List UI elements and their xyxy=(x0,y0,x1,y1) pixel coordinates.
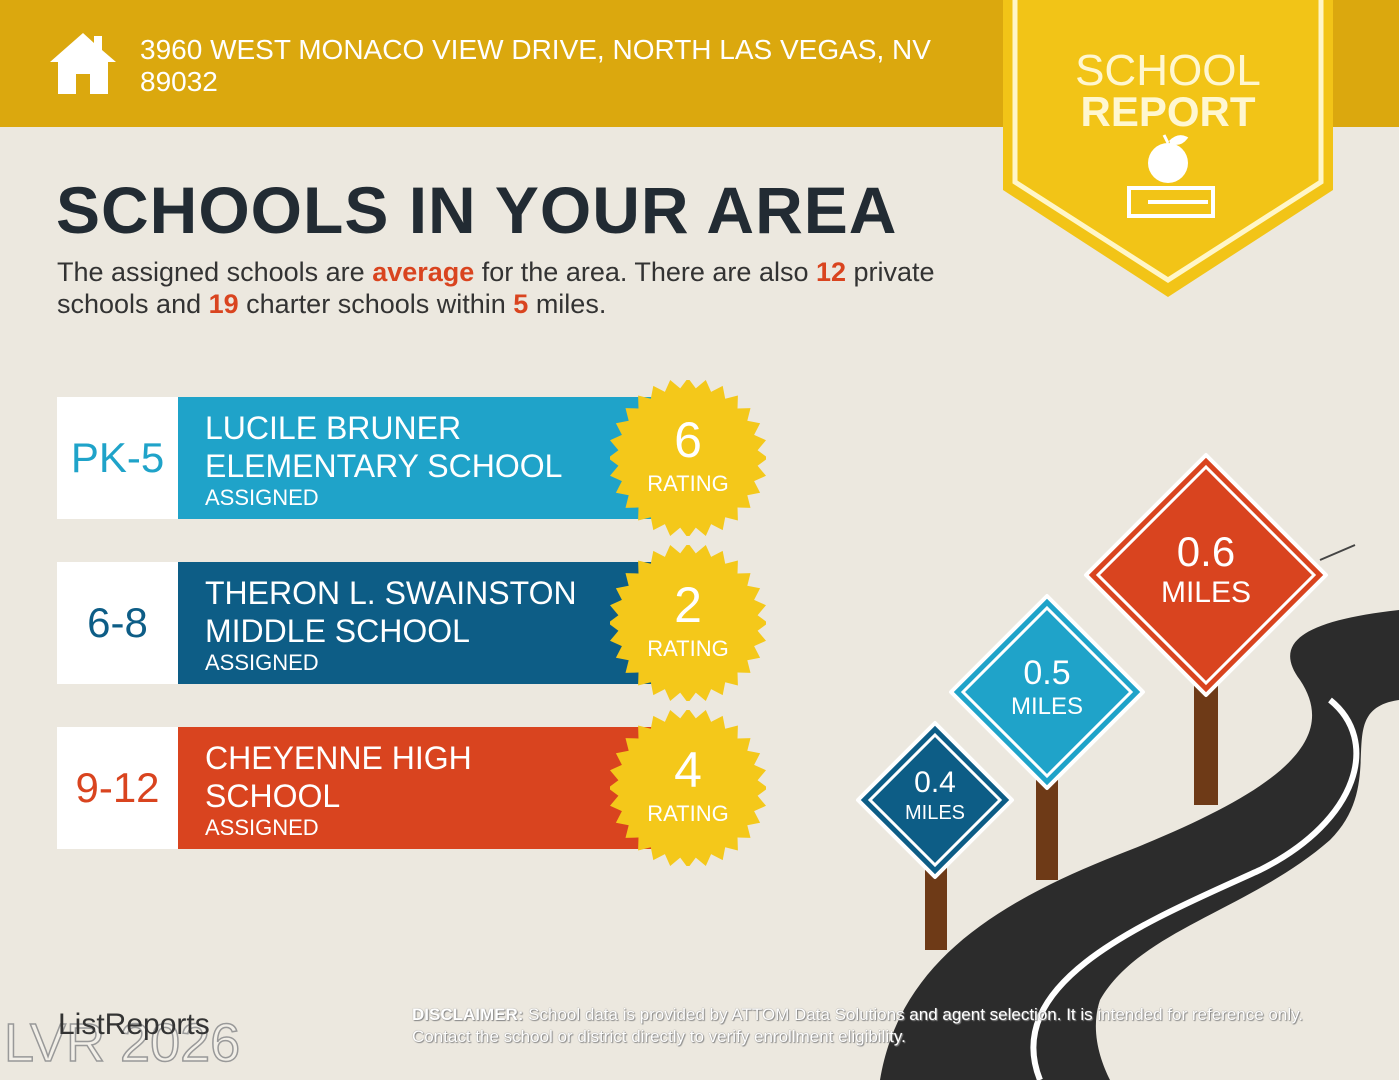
rating-label: RATING xyxy=(647,636,729,661)
road xyxy=(880,610,1399,1080)
rating-seal-icon xyxy=(610,545,766,701)
badge-line1: SCHOOL xyxy=(1075,46,1261,95)
property-address: 3960 WEST MONACO VIEW DRIVE, NORTH LAS V… xyxy=(140,34,931,97)
rating-seal-icon xyxy=(610,710,766,866)
grade-range: PK-5 xyxy=(57,397,178,519)
distance-sign xyxy=(856,721,1014,879)
page-title: SCHOOLS IN YOUR AREA xyxy=(56,173,898,247)
sign-label: 0.4 MILES xyxy=(904,766,966,824)
assignment-status: ASSIGNED xyxy=(205,815,319,840)
badge-line2: REPORT xyxy=(1080,88,1256,135)
school-info: THERON L. SWAINSTON MIDDLE SCHOOL ASSIGNE… xyxy=(178,562,658,684)
rating-value: 4 xyxy=(674,742,702,798)
school-report-badge xyxy=(1003,0,1333,297)
radius-miles: 5 xyxy=(513,289,529,319)
school-name: THERON L. SWAINSTON MIDDLE SCHOOL xyxy=(205,575,577,649)
rating-value: 6 xyxy=(674,412,702,468)
assignment-status: ASSIGNED xyxy=(205,650,319,675)
apple-on-book-icon xyxy=(1127,134,1215,218)
quality-highlight: average xyxy=(372,257,475,287)
assignment-status: ASSIGNED xyxy=(205,485,319,510)
private-count: 12 xyxy=(815,257,847,287)
listreports-logo: ListReports xyxy=(58,1008,210,1041)
school-name: LUCILE BRUNER ELEMENTARY SCHOOL xyxy=(205,410,563,484)
distance-sign xyxy=(1084,453,1328,697)
school-row[interactable]: 9-12 CHEYENNE HIGH SCHOOL ASSIGNED 4 RATI… xyxy=(57,710,766,866)
watermark: LVR 2026 xyxy=(3,1012,241,1074)
sign-label: 0.6 MILES xyxy=(1160,528,1252,610)
school-name: CHEYENNE HIGH SCHOOL xyxy=(205,740,472,814)
sign-label: 0.5 MILES xyxy=(1010,654,1084,720)
grade-range: 6-8 xyxy=(57,562,178,684)
rating-label: RATING xyxy=(647,801,729,826)
school-row[interactable]: 6-8 THERON L. SWAINSTON MIDDLE SCHOOL ASS… xyxy=(57,545,766,701)
disclaimer: DISCLAIMER: School data is provided by A… xyxy=(412,1005,1304,1046)
school-info: CHEYENNE HIGH SCHOOL ASSIGNED xyxy=(178,727,658,849)
rating-value: 2 xyxy=(674,577,702,633)
charter-count: 19 xyxy=(208,289,239,319)
rating-label: RATING xyxy=(647,471,729,496)
distance-sign xyxy=(949,594,1145,790)
school-row[interactable]: PK-5 LUCILE BRUNER ELEMENTARY SCHOOL ASSI… xyxy=(57,380,766,536)
grade-range: 9-12 xyxy=(57,727,178,849)
rating-seal-icon xyxy=(610,380,766,536)
intro-text: The assigned schools are average for the… xyxy=(57,257,935,319)
house-icon xyxy=(50,33,116,94)
school-info: LUCILE BRUNER ELEMENTARY SCHOOL ASSIGNED xyxy=(178,397,658,519)
